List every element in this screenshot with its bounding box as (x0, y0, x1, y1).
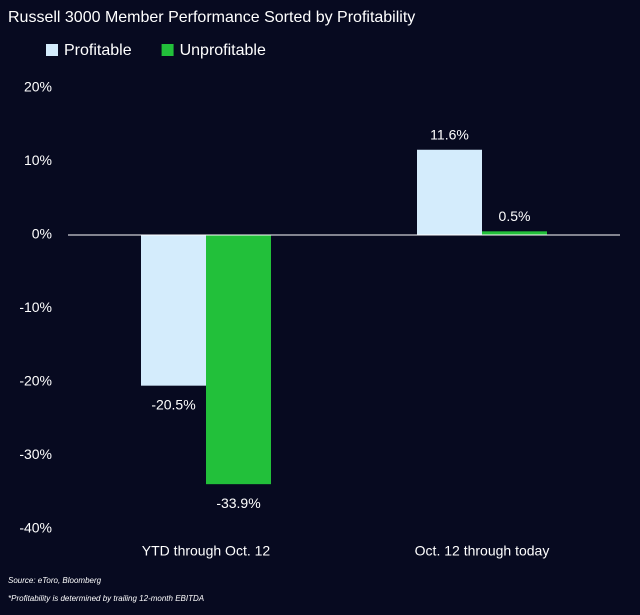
value-label: -20.5% (151, 396, 195, 412)
bar (417, 149, 482, 235)
y-tick-label: 0% (32, 226, 52, 242)
legend-swatch (161, 44, 174, 56)
value-label: -33.9% (216, 495, 260, 511)
chart-title: Russell 3000 Member Performance Sorted b… (8, 9, 415, 26)
legend-label: Unprofitable (180, 42, 266, 59)
bar (141, 235, 206, 386)
value-label: 0.5% (499, 208, 531, 224)
footnote: *Profitability is determined by trailing… (8, 594, 204, 603)
legend-swatch (46, 44, 58, 56)
y-tick-label: -30% (19, 446, 52, 462)
x-tick-label: Oct. 12 through today (415, 543, 550, 559)
bar (206, 235, 271, 485)
value-label: 11.6% (430, 126, 469, 142)
y-tick-label: 20% (24, 79, 52, 95)
y-tick-label: -20% (19, 373, 52, 389)
y-tick-label: -40% (19, 520, 52, 536)
y-tick-label: -10% (19, 299, 52, 315)
y-tick-label: 10% (24, 152, 52, 168)
legend-label: Profitable (64, 42, 132, 59)
source-note: Source: eToro, Bloomberg (8, 576, 102, 585)
bar (482, 231, 547, 235)
x-tick-label: YTD through Oct. 12 (142, 543, 271, 559)
